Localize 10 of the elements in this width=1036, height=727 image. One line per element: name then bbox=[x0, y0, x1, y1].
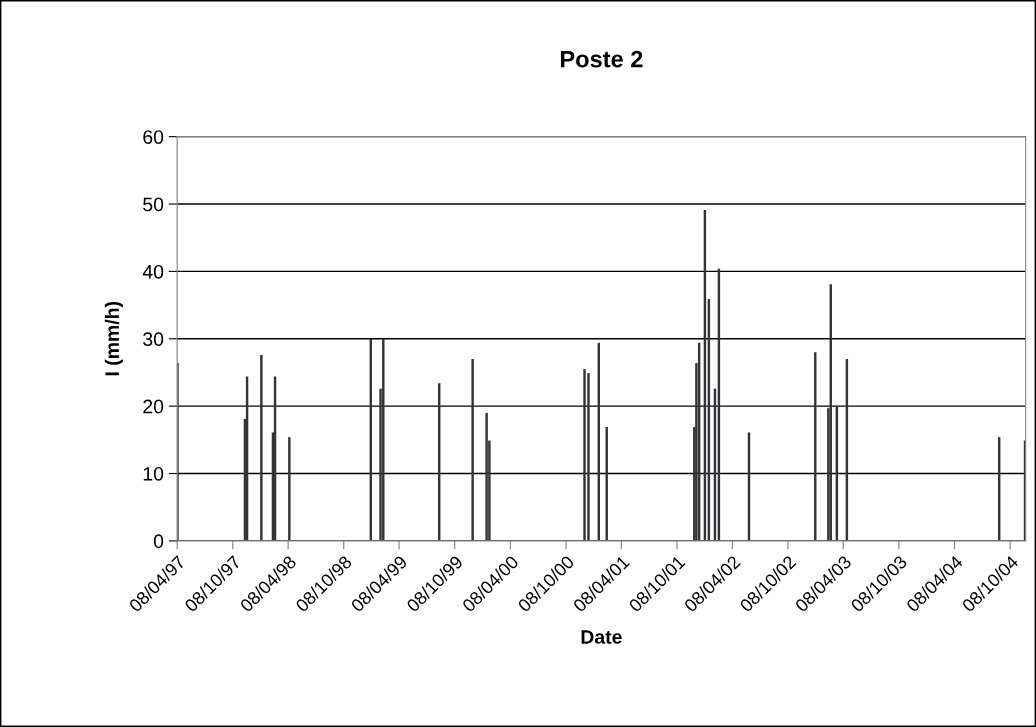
y-tick-label: 50 bbox=[143, 197, 164, 212]
y-tick-label: 0 bbox=[153, 534, 164, 549]
y-tick-label: 20 bbox=[143, 399, 164, 414]
y-tick-label: 40 bbox=[142, 264, 164, 279]
y-tick-label: 30 bbox=[143, 332, 164, 347]
chart-title: Poste 2 bbox=[560, 50, 643, 68]
y-axis-title: I (mm/h) bbox=[104, 301, 123, 376]
x-axis-title: Date bbox=[581, 630, 622, 644]
y-tick-label: 60 bbox=[143, 130, 164, 144]
y-tick-label: 10 bbox=[143, 466, 164, 481]
